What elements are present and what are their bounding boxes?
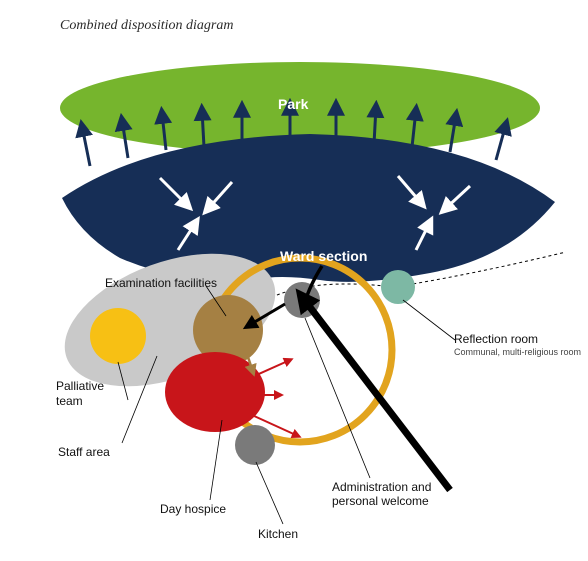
palliative-label: Palliative [56,380,104,393]
park-label: Park [278,96,308,112]
day-hospice-label: Day hospice [160,502,226,516]
ward-label: Ward section [280,248,367,264]
kitchen-label: Kitchen [258,527,298,541]
reflection-label-text: Reflection room [454,332,538,346]
palliative-label2: team [56,394,83,408]
reflection-shape [381,270,415,304]
palliative-label-text: Palliative [56,379,104,393]
kitchen-shape [235,425,275,465]
admin-label-text: Administration and personal welcome [332,480,431,508]
exam-label: Examination facilities [105,276,217,290]
reflection-sublabel: Communal, multi-religious room [454,347,581,357]
diagram-canvas [0,0,588,561]
main-entry-arrow [306,302,450,490]
staff-label: Staff area [58,445,110,459]
admin-label: Administration and personal welcome [332,480,462,509]
palliative-shape [90,308,146,364]
reflection-label: Reflection room Communal, multi-religiou… [454,332,581,357]
